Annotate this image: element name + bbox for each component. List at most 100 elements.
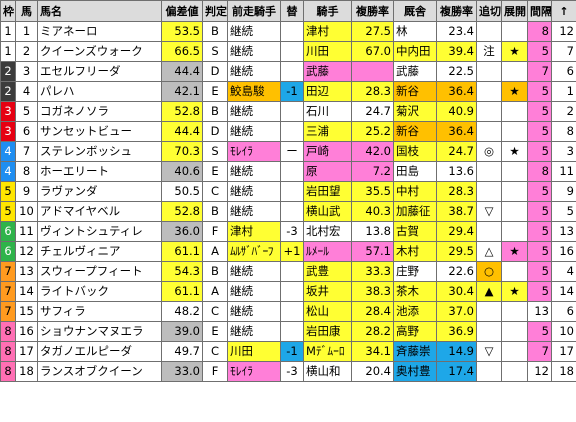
horse-name-cell: タガノエルピーダ [37, 341, 162, 362]
tenkai-mark-cell [501, 321, 528, 342]
tenkai-mark-cell: ★ [501, 281, 528, 302]
score-cell: 66.5 [161, 41, 203, 62]
waku-cell: 8 [0, 341, 16, 362]
prev-jockey-cell: 継続 [227, 61, 281, 82]
jockey-cell: 岩田望 [303, 181, 352, 202]
waku-cell: 6 [0, 241, 16, 262]
tenkai-mark-cell [501, 181, 528, 202]
trainer-rate-cell: 37.0 [436, 301, 477, 322]
jockey-cell: ﾙﾒｰﾙ [303, 241, 352, 262]
header-tenkai: 展開 [501, 0, 528, 22]
tenkai-mark-cell: ★ [501, 141, 528, 162]
score-cell: 61.1 [161, 241, 203, 262]
interval-cell: 5 [527, 321, 552, 342]
jockey-rate-cell: 40.3 [351, 201, 394, 222]
uma-number-cell: 9 [15, 181, 38, 202]
table-row: 2 3 エセルフリーダ 44.4 D 継続 武藤 武藤 22.5 7 6 [0, 61, 576, 82]
up-rank-cell: 17 [551, 341, 576, 362]
table-row: 7 14 ライトバック 61.1 A 継続 坂井 38.3 茶木 30.4 ▲ ★ 5 14 [0, 281, 576, 302]
header-up-arrow: ↑ [551, 0, 576, 22]
score-cell: 70.3 [161, 141, 203, 162]
grade-cell: S [202, 141, 228, 162]
jockey-change-cell: -1 [280, 81, 304, 102]
table-row: 7 13 スウィープフィート 54.3 B 継続 武豊 33.3 庄野 22.6 ○ 5 4 [0, 261, 576, 282]
jockey-cell: 石川 [303, 101, 352, 122]
trainer-rate-cell: 28.3 [436, 181, 477, 202]
interval-cell: 5 [527, 261, 552, 282]
tenkai-mark-cell [501, 161, 528, 182]
trainer-rate-cell: 38.7 [436, 201, 477, 222]
jockey-change-cell: -1 [280, 341, 304, 362]
trainer-cell: 茶木 [393, 281, 437, 302]
oikiri-mark-cell [476, 221, 502, 242]
uma-number-cell: 13 [15, 261, 38, 282]
waku-cell: 6 [0, 221, 16, 242]
interval-cell: 7 [527, 341, 552, 362]
trainer-rate-cell: 17.4 [436, 361, 477, 382]
score-cell: 61.1 [161, 281, 203, 302]
header-waku: 枠 [0, 0, 16, 22]
prev-jockey-cell: ﾓﾚｲﾗ [227, 141, 281, 162]
jockey-rate-cell: 33.3 [351, 261, 394, 282]
jockey-rate-cell: 34.1 [351, 341, 394, 362]
waku-cell: 8 [0, 321, 16, 342]
jockey-rate-cell: 67.0 [351, 41, 394, 62]
prev-jockey-cell: 継続 [227, 281, 281, 302]
interval-cell: 12 [527, 361, 552, 382]
prev-jockey-cell: 鮫島駿 [227, 81, 281, 102]
grade-cell: A [202, 281, 228, 302]
header-prev-jockey: 前走騎手 [227, 0, 281, 22]
oikiri-mark-cell: ○ [476, 261, 502, 282]
prev-jockey-cell: 継続 [227, 101, 281, 122]
jockey-change-cell [280, 321, 304, 342]
oikiri-mark-cell [476, 181, 502, 202]
jockey-change-cell: ー [280, 141, 304, 162]
up-rank-cell: 2 [551, 101, 576, 122]
trainer-cell: 林 [393, 21, 437, 42]
interval-cell: 5 [527, 241, 552, 262]
oikiri-mark-cell: ◎ [476, 141, 502, 162]
interval-cell: 5 [527, 81, 552, 102]
jockey-rate-cell: 25.2 [351, 121, 394, 142]
trainer-cell: 古賀 [393, 221, 437, 242]
header-row: 枠 馬 馬名 偏差値 判定 前走騎手 替 騎手 複勝率 厩舎 複勝率 追切 展開… [0, 0, 576, 22]
grade-cell: C [202, 301, 228, 322]
trainer-rate-cell: 36.9 [436, 321, 477, 342]
jockey-rate-cell: 24.7 [351, 101, 394, 122]
waku-cell: 3 [0, 101, 16, 122]
table-row: 3 5 コガネノソラ 52.8 B 継続 石川 24.7 菊沢 40.9 5 2 [0, 101, 576, 122]
jockey-change-cell: -3 [280, 361, 304, 382]
jockey-cell: 武豊 [303, 261, 352, 282]
tenkai-mark-cell: ★ [501, 41, 528, 62]
grade-cell: C [202, 181, 228, 202]
oikiri-mark-cell [476, 61, 502, 82]
score-cell: 36.0 [161, 221, 203, 242]
trainer-cell: 中村 [393, 181, 437, 202]
horse-name-cell: サフィラ [37, 301, 162, 322]
trainer-cell: 菊沢 [393, 101, 437, 122]
grade-cell: F [202, 221, 228, 242]
uma-number-cell: 11 [15, 221, 38, 242]
trainer-rate-cell: 23.4 [436, 21, 477, 42]
grade-cell: B [202, 101, 228, 122]
grade-cell: E [202, 321, 228, 342]
jockey-change-cell [280, 181, 304, 202]
trainer-rate-cell: 24.7 [436, 141, 477, 162]
grade-cell: E [202, 81, 228, 102]
jockey-change-cell [280, 161, 304, 182]
trainer-cell: 斉藤崇 [393, 341, 437, 362]
table-row: 5 10 アドマイヤベル 52.8 B 継続 横山武 40.3 加藤征 38.7 ▽ 5 5 [0, 201, 576, 222]
horse-name-cell: ショウナンマヌエラ [37, 321, 162, 342]
oikiri-mark-cell: ▲ [476, 281, 502, 302]
oikiri-mark-cell [476, 21, 502, 42]
jockey-change-cell [280, 41, 304, 62]
jockey-cell: 横山武 [303, 201, 352, 222]
horse-name-cell: ステレンボッシュ [37, 141, 162, 162]
up-rank-cell: 16 [551, 241, 576, 262]
interval-cell: 5 [527, 221, 552, 242]
trainer-cell: 庄野 [393, 261, 437, 282]
trainer-rate-cell: 36.4 [436, 81, 477, 102]
trainer-cell: 田島 [393, 161, 437, 182]
header-change: 替 [280, 0, 304, 22]
header-trainer: 厩舎 [393, 0, 437, 22]
